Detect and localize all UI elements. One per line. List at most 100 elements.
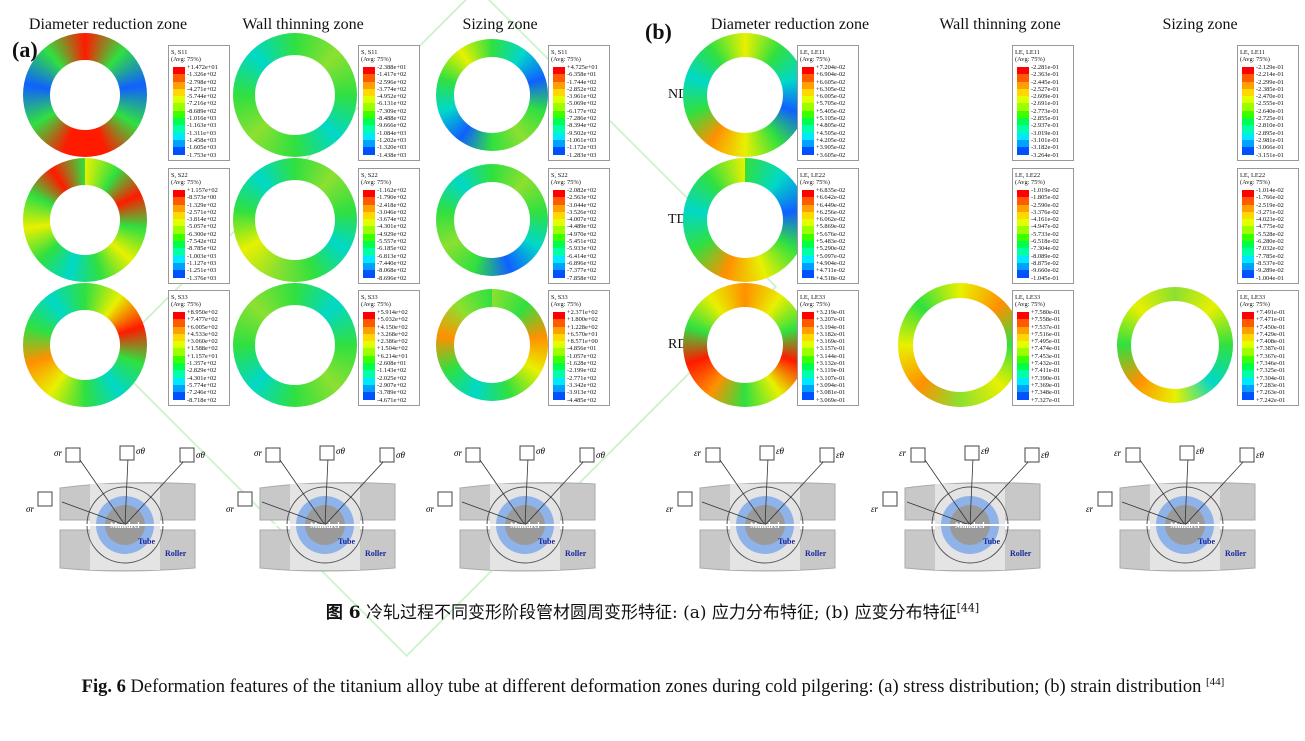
legend-title: S, S11 xyxy=(171,49,188,56)
zone-title: Diameter reduction zone xyxy=(28,16,188,33)
legend-value: -4.161e-02 xyxy=(1031,216,1059,224)
legend-value: +7.242e-01 xyxy=(1256,396,1286,404)
legend-color-band xyxy=(1017,96,1029,104)
mandrel-label: Mandrel xyxy=(310,521,340,530)
legend-color-band xyxy=(802,326,814,334)
legend-colorbar xyxy=(363,190,375,278)
stress-element-cube xyxy=(819,447,835,463)
legend-title: LE, LE11 xyxy=(1240,49,1265,56)
legend-color-band xyxy=(173,211,185,220)
legend-value: +7.558e-01 xyxy=(1031,316,1061,324)
legend-color-band xyxy=(1242,139,1254,148)
legend-value: -2.596e+02 xyxy=(377,78,407,86)
legend-value: -6.414e+02 xyxy=(567,252,597,260)
legend-subtitle: (Avg: 75%) xyxy=(800,56,830,64)
mandrel-label: Mandrel xyxy=(955,521,985,530)
legend-value: +6.005e+02 xyxy=(187,323,218,331)
radial-symbol: εr xyxy=(666,504,674,514)
stress-element-cube xyxy=(1125,447,1141,463)
legend-colorbar xyxy=(173,312,185,400)
legend-values: +5.914e+02 +5.032e+02 +4.150e+02 +3.268e+02… xyxy=(377,309,408,404)
legend-subtitle: (Avg: 75%) xyxy=(171,56,201,64)
legend-color-band xyxy=(553,355,565,364)
contour-ring xyxy=(898,33,1022,157)
contour-legend: S, S33 (Avg: 75%) +5.914e+02 +5.032e+02 +4.1… xyxy=(358,290,420,406)
legend-color-band xyxy=(1242,248,1254,256)
legend-value: -3.044e+02 xyxy=(567,201,597,209)
legend-color-band xyxy=(173,270,185,278)
legend-value: +7.411e-01 xyxy=(1031,367,1061,375)
legend-colorbar xyxy=(1017,312,1029,400)
legend-value: -2.388e+01 xyxy=(377,64,407,71)
legend-color-band xyxy=(1017,319,1029,327)
legend-color-band xyxy=(553,88,565,97)
legend-value: +6.062e-02 xyxy=(816,216,846,224)
legend-color-band xyxy=(1017,341,1029,349)
legend-color-band xyxy=(173,392,185,400)
mandrel-label: Mandrel xyxy=(110,521,140,530)
legend-value: -7.286e+02 xyxy=(567,115,597,123)
legend-value: -1.311e+03 xyxy=(187,129,217,137)
legend-value: +1.228e+02 xyxy=(567,323,598,331)
legend-color-band xyxy=(1017,190,1029,198)
legend-color-band xyxy=(363,96,375,104)
stress-element-cube xyxy=(1239,447,1255,463)
stress-element-cube xyxy=(1179,445,1195,461)
legend-values: +4.725e+01 -6.358e+01 -1.744e+02 -2.852e+02… xyxy=(567,64,598,159)
legend-color-band xyxy=(363,262,375,271)
legend-value: -2.590e-02 xyxy=(1031,201,1059,209)
contour-legend: S, S22 (Avg: 75%) -1.162e+02 -1.790e+02 -2.4… xyxy=(358,168,420,284)
ring-bore xyxy=(1131,301,1219,389)
legend-value: -7.542e+02 xyxy=(187,238,217,246)
legend-value: -3.151e-01 xyxy=(1256,151,1284,159)
legend-color-band xyxy=(802,392,814,400)
legend-value: -6.280e-02 xyxy=(1256,238,1284,246)
legend-value: -5.933e+02 xyxy=(567,245,597,253)
radial-symbol: σr xyxy=(54,448,62,458)
legend-color-band xyxy=(173,326,185,334)
legend-value: +5.914e+02 xyxy=(377,309,408,316)
legend-color-band xyxy=(363,67,375,75)
legend-color-band xyxy=(1017,211,1029,220)
legend-color-band xyxy=(802,103,814,111)
legend-value: -6.131e+02 xyxy=(377,100,407,108)
legend-value: -2.082e+02 xyxy=(567,187,597,194)
legend-value: -2.810e-01 xyxy=(1256,122,1284,130)
legend-value: -2.418e+02 xyxy=(377,201,407,209)
legend-color-band xyxy=(173,125,185,133)
legend-color-band xyxy=(802,204,814,212)
legend-color-band xyxy=(1017,255,1029,263)
pilgering-schematic: σr σθ σr σθ Mandrel Tube Roller xyxy=(26,445,205,572)
legend-color-band xyxy=(363,392,375,400)
legend-color-band xyxy=(802,370,814,378)
legend-color-band xyxy=(363,255,375,263)
legend-value: -1.766e-02 xyxy=(1256,194,1284,202)
legend-value: -8.785e+02 xyxy=(187,245,217,253)
legend-value: +5.097e-02 xyxy=(816,252,846,260)
legend-value: -7.216e+02 xyxy=(187,100,217,108)
legend-value: -2.199e+02 xyxy=(567,367,597,375)
legend-color-band xyxy=(1242,190,1254,198)
legend-color-band xyxy=(173,319,185,327)
legend-value: +3.905e-02 xyxy=(816,144,846,152)
legend-color-band xyxy=(173,226,185,234)
radial-symbol: εr xyxy=(899,448,907,458)
legend-colorbar xyxy=(1242,312,1254,400)
legend-color-band xyxy=(553,348,565,356)
legend-value: -7.246e+02 xyxy=(187,389,217,397)
legend-color-band xyxy=(802,319,814,327)
legend-value: -5.057e+02 xyxy=(187,223,217,231)
legend-color-band xyxy=(1017,377,1029,385)
legend-value: +3.605e-02 xyxy=(816,151,846,159)
contour-ring xyxy=(1117,162,1233,278)
legend-color-band xyxy=(802,96,814,104)
legend-color-band xyxy=(363,88,375,97)
legend-color-band xyxy=(553,103,565,111)
legend-color-band xyxy=(1017,270,1029,278)
legend-color-band xyxy=(1242,81,1254,89)
legend-subtitle: (Avg: 75%) xyxy=(1240,301,1270,309)
legend-value: -6.896e+02 xyxy=(567,259,597,267)
legend-value: -8.689e+02 xyxy=(187,107,217,115)
legend-subtitle: (Avg: 75%) xyxy=(1240,179,1270,187)
legend-value: -2.981e-01 xyxy=(1256,136,1284,144)
